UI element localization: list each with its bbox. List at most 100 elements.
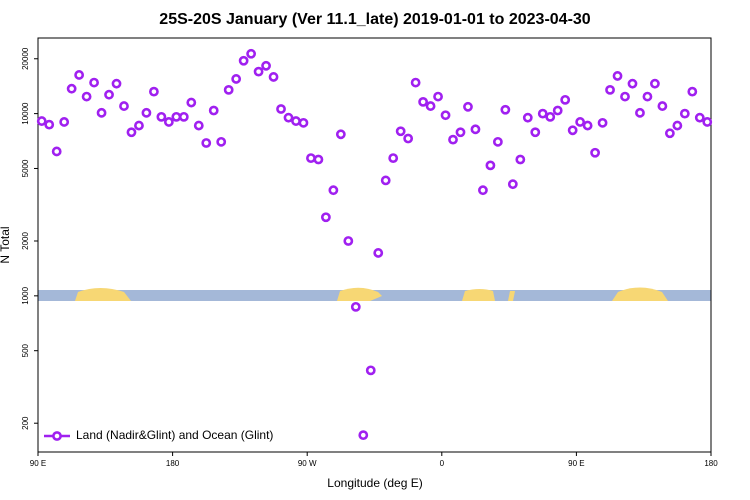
data-point bbox=[96, 107, 107, 118]
data-point bbox=[193, 120, 204, 131]
data-point bbox=[104, 89, 114, 100]
x-tick-label: 90 E bbox=[30, 459, 46, 468]
x-tick-label: 180 bbox=[704, 459, 718, 468]
data-point bbox=[253, 66, 264, 77]
data-point bbox=[463, 101, 473, 112]
data-point bbox=[448, 134, 458, 145]
data-point bbox=[320, 212, 331, 223]
data-point bbox=[178, 111, 189, 122]
data-point bbox=[89, 77, 99, 88]
data-point bbox=[373, 248, 384, 258]
data-point bbox=[298, 117, 309, 128]
data-point bbox=[455, 127, 466, 138]
land-blob bbox=[612, 287, 668, 301]
data-point bbox=[410, 77, 421, 88]
y-tick-label: 5000 bbox=[21, 159, 30, 177]
data-point bbox=[567, 125, 578, 136]
data-point bbox=[425, 101, 436, 111]
data-point bbox=[261, 60, 271, 71]
data-point bbox=[597, 117, 608, 128]
data-point bbox=[620, 91, 630, 102]
legend-label: Land (Nadir&Glint) and Ocean (Glint) bbox=[76, 428, 273, 442]
data-point bbox=[313, 154, 324, 165]
data-point bbox=[119, 101, 129, 111]
data-point bbox=[149, 86, 159, 97]
land-blob bbox=[337, 287, 382, 301]
y-tick-label: 2000 bbox=[21, 232, 30, 250]
data-point bbox=[134, 120, 144, 131]
surface-strip bbox=[38, 287, 711, 301]
data-point bbox=[635, 107, 645, 118]
data-point bbox=[485, 160, 496, 171]
land-blob bbox=[75, 288, 131, 301]
data-point bbox=[679, 108, 690, 119]
data-point bbox=[515, 154, 526, 165]
data-point bbox=[44, 119, 55, 130]
x-tick-label: 90 E bbox=[568, 459, 584, 468]
data-point bbox=[74, 70, 85, 80]
legend-marker bbox=[52, 431, 62, 441]
data-point bbox=[522, 112, 533, 123]
data-point bbox=[530, 127, 541, 138]
x-tick-label: 90 W bbox=[298, 459, 317, 468]
data-point bbox=[186, 97, 197, 108]
data-point bbox=[605, 84, 615, 95]
data-point bbox=[141, 107, 152, 118]
data-point bbox=[365, 365, 376, 376]
x-tick-label: 180 bbox=[166, 459, 180, 468]
data-point bbox=[500, 104, 511, 115]
data-point bbox=[335, 129, 346, 140]
data-point bbox=[545, 111, 556, 122]
data-point bbox=[36, 116, 47, 126]
data-point bbox=[283, 112, 294, 123]
data-point bbox=[590, 147, 600, 158]
data-point bbox=[328, 185, 339, 196]
data-point bbox=[51, 146, 62, 157]
data-point bbox=[537, 108, 548, 119]
land-blob bbox=[462, 289, 495, 301]
chart-title: 25S-20S January (Ver 11.1_late) 2019-01-… bbox=[159, 11, 590, 28]
data-point bbox=[268, 72, 279, 82]
data-point bbox=[478, 185, 488, 196]
data-point bbox=[433, 91, 443, 102]
data-point bbox=[687, 86, 698, 97]
data-point bbox=[276, 104, 286, 114]
data-point bbox=[403, 133, 414, 144]
x-axis-label: Longitude (deg E) bbox=[327, 476, 422, 490]
data-point bbox=[223, 84, 234, 95]
data-point bbox=[657, 101, 668, 111]
x-tick-label: 0 bbox=[440, 459, 445, 468]
data-point bbox=[694, 112, 705, 123]
data-point bbox=[171, 111, 182, 122]
y-tick-label: 200 bbox=[21, 416, 30, 430]
data-point bbox=[156, 111, 167, 122]
data-point bbox=[231, 74, 242, 84]
data-point bbox=[306, 153, 316, 164]
data-point bbox=[201, 138, 212, 148]
data-point bbox=[208, 105, 219, 116]
y-tick-label: 20000 bbox=[21, 47, 30, 70]
land-blob bbox=[508, 291, 515, 301]
y-tick-label: 500 bbox=[21, 343, 30, 357]
data-point bbox=[216, 136, 227, 147]
data-point bbox=[552, 105, 563, 116]
data-point bbox=[575, 117, 586, 127]
data-point bbox=[440, 110, 451, 121]
y-tick-label: 1000 bbox=[21, 286, 30, 304]
data-point bbox=[238, 55, 249, 66]
data-point bbox=[672, 120, 683, 131]
data-point bbox=[126, 127, 137, 138]
data-point bbox=[163, 117, 174, 127]
data-point bbox=[59, 117, 70, 127]
data-point bbox=[418, 96, 429, 107]
data-point bbox=[507, 179, 518, 190]
data-point bbox=[111, 78, 122, 89]
data-point bbox=[358, 430, 369, 441]
data-point bbox=[664, 128, 675, 139]
data-point bbox=[350, 301, 361, 312]
data-point bbox=[642, 91, 653, 102]
data-point bbox=[395, 126, 406, 137]
y-tick-label: 10000 bbox=[21, 102, 30, 125]
plot-frame bbox=[37, 37, 712, 453]
